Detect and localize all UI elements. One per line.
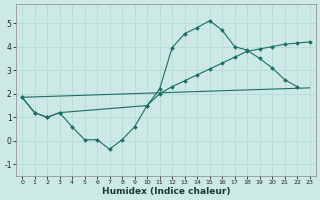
X-axis label: Humidex (Indice chaleur): Humidex (Indice chaleur) <box>101 187 230 196</box>
